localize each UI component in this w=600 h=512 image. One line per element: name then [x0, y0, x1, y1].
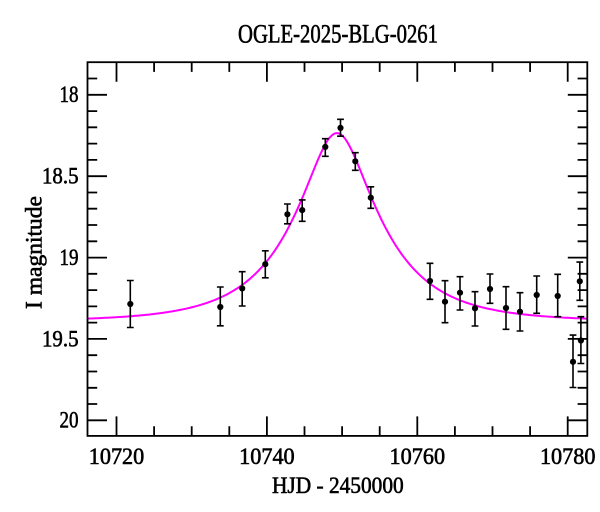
svg-text:18: 18 — [60, 82, 79, 107]
svg-text:19.5: 19.5 — [42, 326, 79, 351]
svg-text:10760: 10760 — [390, 444, 446, 469]
svg-text:20: 20 — [60, 408, 79, 433]
svg-text:19: 19 — [60, 245, 79, 270]
svg-text:18.5: 18.5 — [42, 163, 79, 188]
svg-text:10780: 10780 — [540, 444, 596, 469]
svg-text:I magnitude: I magnitude — [21, 196, 46, 309]
svg-text:10720: 10720 — [89, 444, 145, 469]
svg-text:10740: 10740 — [239, 444, 295, 469]
svg-text:HJD - 2450000: HJD - 2450000 — [272, 473, 404, 498]
svg-text:OGLE-2025-BLG-0261: OGLE-2025-BLG-0261 — [238, 20, 438, 49]
